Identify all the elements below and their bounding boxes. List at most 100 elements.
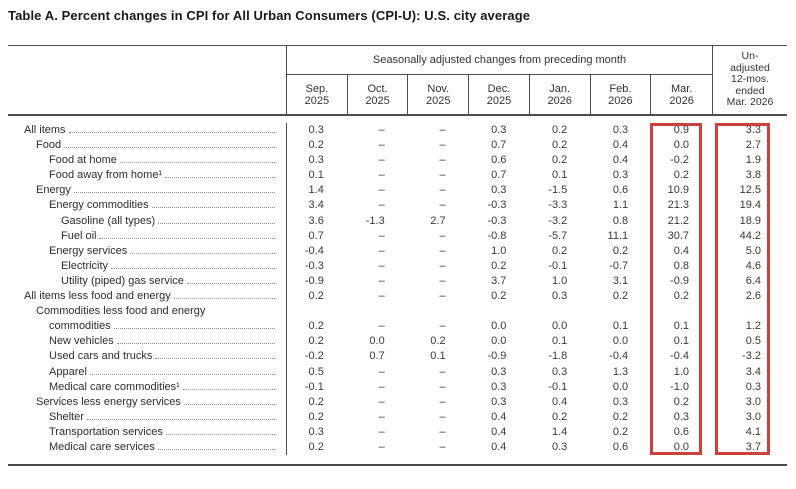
value-cell: 0.2	[308, 320, 324, 333]
month-year: 2025	[365, 94, 390, 107]
row-label: Services less energy services	[8, 395, 277, 410]
value-cell: –	[439, 244, 446, 257]
value-cell: -0.1	[304, 380, 324, 393]
value-cell: 0.3	[612, 395, 629, 408]
row-label-text: Energy services	[49, 244, 128, 257]
value-cell: 0.1	[673, 320, 689, 333]
value-cell: 0.3	[491, 184, 507, 197]
dot-leader	[111, 267, 275, 269]
dot-leader	[116, 343, 275, 345]
value-cell: -1.0	[670, 380, 689, 393]
value-cell: 0.3	[308, 124, 324, 136]
table-row: Fuel oil 0.7 – – -0.8 -5.7 11.1 30.7 44.2	[8, 228, 787, 244]
table-row: All items 0.3 – – 0.3 0.2 0.3 0.9 3.3	[8, 123, 787, 139]
row-label-text: All items less food and energy	[24, 290, 171, 303]
row-label-text: Food	[36, 139, 62, 152]
value-cell: 1.1	[612, 199, 629, 212]
unadjusted-value-cell: 3.8	[745, 169, 761, 182]
value-cell: 0.2	[308, 290, 324, 303]
value-cell: 0.6	[673, 425, 689, 438]
value-cell: 0.2	[673, 395, 689, 408]
unadjusted-header-line: ended	[735, 84, 765, 97]
row-label-cell: Services less energy services	[8, 394, 287, 410]
dot-leader	[155, 358, 275, 360]
value-cell: 0.0	[369, 335, 385, 348]
row-label-cell: Commodities less food and energy commodit…	[8, 304, 287, 335]
value-cell: –	[378, 139, 385, 152]
value-cell: –	[378, 380, 385, 393]
value-cell: 11.1	[607, 229, 629, 242]
value-cell: -0.1	[548, 380, 568, 393]
value-cell: 0.3	[551, 365, 568, 378]
row-label-cell: Energy services	[8, 243, 287, 259]
dot-leader	[157, 448, 275, 450]
dot-leader	[68, 132, 275, 133]
value-cell: 0.4	[551, 395, 568, 408]
row-label-text: Used cars and trucks	[49, 350, 153, 363]
unadjusted-header-line: 12-mos.	[731, 73, 769, 86]
value-cell: 0.2	[612, 410, 629, 423]
row-label: Energy services	[8, 244, 277, 259]
value-cell: 0.2	[673, 169, 689, 182]
value-cell: 0.2	[612, 425, 629, 438]
value-cell: 0.3	[612, 169, 629, 182]
value-cell: -0.3	[487, 214, 507, 227]
row-label-text: Medical care services	[49, 440, 155, 453]
value-cell: –	[439, 290, 446, 303]
unadjusted-value-cell: 12.5	[739, 184, 761, 197]
stub-header-cell	[8, 46, 287, 114]
value-cell: -0.3	[304, 259, 324, 272]
value-cell: –	[439, 395, 446, 408]
value-cell: 0.4	[491, 440, 507, 453]
value-cell: 0.3	[491, 365, 507, 378]
row-label: All items	[8, 123, 277, 138]
row-label-cell: Used cars and trucks	[8, 349, 287, 365]
value-cell: -0.1	[548, 259, 568, 272]
value-cell: 0.0	[551, 320, 568, 333]
value-cell: 0.3	[308, 425, 324, 438]
value-cell: 10.9	[667, 184, 689, 197]
unadjusted-header-line: Un-	[741, 50, 759, 63]
value-cell: 0.3	[308, 154, 324, 167]
value-cell: –	[439, 199, 446, 212]
month-abbr: Feb.	[609, 82, 632, 95]
unadjusted-value-cell: 2.7	[745, 139, 761, 152]
month-abbr: Dec.	[487, 82, 511, 95]
value-cell: 1.0	[491, 244, 507, 257]
row-label: Fuel oil	[8, 229, 277, 244]
dot-leader	[64, 147, 275, 149]
row-label-cell: All items less food and energy	[8, 289, 287, 305]
value-cell: 30.7	[667, 229, 689, 242]
dot-leader	[99, 237, 275, 239]
value-cell: -0.4	[609, 350, 629, 363]
row-label: New vehicles	[8, 334, 277, 349]
unadjusted-value-cell: 2.6	[745, 290, 761, 303]
row-label: Electricity	[8, 259, 277, 274]
dot-leader	[182, 388, 275, 390]
value-cell: 0.2	[551, 244, 568, 257]
value-cell: 0.2	[612, 290, 629, 303]
value-cell: -0.9	[487, 350, 507, 363]
row-label-cell: Electricity	[8, 258, 287, 274]
value-cell: 0.6	[612, 184, 629, 197]
row-label: Commodities less food and energy	[8, 304, 277, 319]
value-cell: -1.3	[365, 214, 385, 227]
unadjusted-value-cell: 3.3	[745, 124, 761, 136]
table-row: Food at home 0.3 – – 0.6 0.2 0.4 -0.2 1.9	[8, 153, 787, 169]
month-year: 2025	[426, 94, 451, 107]
value-cell: 0.1	[612, 320, 629, 333]
value-cell: 0.2	[308, 335, 324, 348]
value-cell: 0.6	[612, 440, 629, 453]
value-cell: –	[378, 259, 385, 272]
value-cell: –	[378, 320, 385, 333]
table-row: Services less energy services 0.2 – – 0.3 0.4…	[8, 394, 787, 410]
value-cell: 0.8	[612, 214, 629, 227]
value-cell: –	[439, 139, 446, 152]
row-label-line2: commodities	[8, 319, 277, 334]
value-cell: 0.2	[551, 139, 568, 152]
value-cell: 0.4	[612, 154, 629, 167]
value-cell: –	[439, 365, 446, 378]
dot-leader	[165, 177, 275, 179]
value-cell: 0.0	[612, 380, 629, 393]
month-year: 2026	[608, 94, 633, 107]
